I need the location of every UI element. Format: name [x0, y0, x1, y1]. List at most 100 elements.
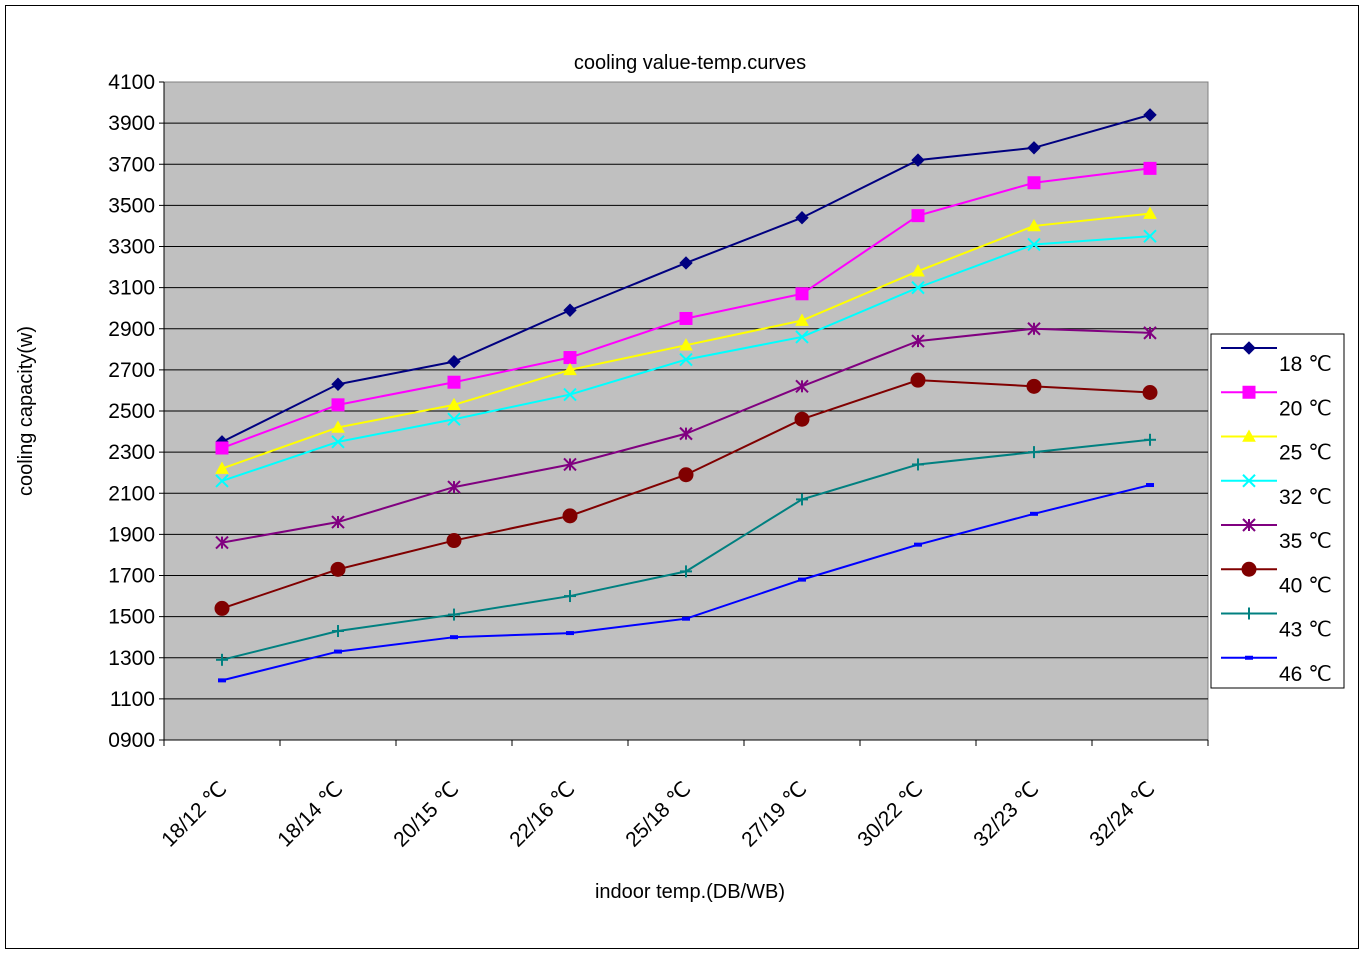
- legend-label: 43 ℃: [1279, 619, 1332, 642]
- marker-diamond: [679, 256, 693, 270]
- marker-diamond: [1027, 141, 1041, 155]
- marker-x: [679, 352, 693, 367]
- legend-label: 25 ℃: [1279, 442, 1332, 465]
- marker-x: [1242, 474, 1256, 488]
- marker-x: [447, 412, 461, 426]
- marker-x: [563, 387, 577, 402]
- marker-x: [911, 280, 925, 295]
- legend-item: 40 ℃: [1221, 561, 1332, 597]
- series-40: [214, 372, 1158, 616]
- marker-star: [447, 480, 461, 494]
- marker-circle: [214, 600, 230, 616]
- marker-square: [331, 398, 345, 412]
- series-group: [214, 108, 1158, 683]
- series-32: [215, 229, 1157, 488]
- y-axis-title: cooling capacity(w): [15, 326, 37, 496]
- marker-plus: [1028, 446, 1040, 459]
- y-tick-label: 3500: [108, 194, 155, 217]
- legend-label: 18 ℃: [1279, 353, 1332, 376]
- series-20: [215, 161, 1157, 455]
- marker-x: [1143, 229, 1157, 243]
- marker-dash: [1030, 511, 1038, 516]
- marker-circle: [1241, 561, 1257, 577]
- marker-diamond: [331, 377, 345, 391]
- y-tick-labels: 0900 1100 1300 1500 1700 1900 2100 2300 2500 2700…: [108, 71, 155, 752]
- legend-item: 20 ℃: [1221, 385, 1332, 420]
- y-tick-label: 0900: [108, 729, 155, 752]
- y-tick-label: 3900: [108, 112, 155, 135]
- legend-label: 46 ℃: [1279, 663, 1332, 686]
- marker-diamond: [447, 354, 461, 369]
- legend-box: [1210, 333, 1345, 689]
- marker-diamond: [911, 153, 925, 167]
- y-tick-label: 3300: [108, 236, 155, 259]
- marker-star: [563, 457, 577, 472]
- marker-dash: [914, 542, 922, 547]
- marker-star: [215, 535, 229, 550]
- legend-label: 20 ℃: [1279, 397, 1332, 420]
- marker-square: [1143, 161, 1157, 175]
- x-axis-title: indoor temp.(DB/WB): [595, 881, 785, 903]
- marker-diamond: [1242, 341, 1256, 355]
- marker-circle: [794, 411, 810, 427]
- x-tick-label: 32/24 ℃: [1085, 777, 1159, 851]
- marker-triangle: [795, 313, 809, 326]
- marker-star: [1027, 322, 1041, 336]
- legend-item: 18 ℃: [1221, 341, 1332, 376]
- marker-diamond: [1143, 108, 1157, 122]
- marker-triangle: [1242, 429, 1256, 442]
- marker-triangle: [679, 338, 693, 351]
- marker-circle: [678, 467, 694, 483]
- marker-dash: [1245, 655, 1253, 660]
- x-tick-label: 18/14 ℃: [273, 777, 347, 851]
- marker-triangle: [331, 420, 345, 433]
- marker-x: [795, 330, 809, 344]
- marker-plus: [216, 653, 228, 666]
- chart-title: cooling value-temp.curves: [574, 52, 806, 74]
- legend-item: 35 ℃: [1221, 518, 1332, 553]
- marker-plus: [564, 590, 576, 603]
- y-tick-label: 2900: [108, 318, 155, 341]
- marker-triangle: [215, 461, 229, 474]
- marker-square: [215, 441, 229, 455]
- legend-label: 35 ℃: [1279, 530, 1332, 553]
- marker-dash: [566, 631, 574, 636]
- marker-square: [795, 287, 809, 301]
- marker-diamond: [795, 211, 809, 225]
- marker-plus: [680, 565, 692, 578]
- marker-dash: [798, 577, 806, 582]
- y-tick-label: 1100: [110, 688, 155, 711]
- marker-star: [795, 379, 809, 394]
- marker-square: [563, 351, 577, 365]
- x-tick-label: 27/19 ℃: [737, 777, 811, 851]
- x-tick-label: 18/12 ℃: [157, 777, 231, 851]
- marker-circle: [1026, 378, 1042, 394]
- marker-triangle: [447, 397, 461, 411]
- marker-square: [679, 311, 693, 325]
- marker-plus: [912, 458, 924, 471]
- marker-plus: [1144, 433, 1156, 446]
- marker-star: [679, 426, 693, 441]
- y-tick-label: 1300: [108, 647, 155, 670]
- marker-dash: [334, 649, 342, 654]
- y-tick-label: 1500: [108, 606, 155, 629]
- marker-star: [1143, 326, 1157, 340]
- marker-plus: [796, 493, 808, 506]
- marker-square: [447, 375, 461, 389]
- y-tick-label: 4100: [108, 71, 155, 94]
- marker-plus: [448, 608, 460, 621]
- marker-triangle: [911, 264, 925, 277]
- marker-circle: [330, 561, 346, 577]
- marker-triangle: [1027, 218, 1041, 232]
- marker-x: [215, 474, 229, 488]
- marker-x: [1027, 237, 1041, 252]
- y-tick-label: 3700: [108, 153, 155, 176]
- marker-plus: [332, 625, 344, 638]
- grid-lines: [164, 122, 1208, 700]
- series-46: [218, 483, 1154, 683]
- legend-label: 40 ℃: [1279, 574, 1332, 597]
- series-35: [215, 322, 1157, 550]
- series-25: [215, 206, 1157, 474]
- legend-item: 43 ℃: [1221, 607, 1332, 642]
